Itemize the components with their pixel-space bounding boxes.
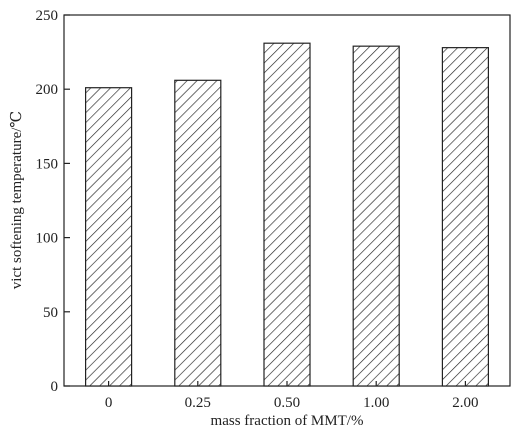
y-tick-label: 50 <box>43 305 58 321</box>
bar-0.50 <box>263 42 311 387</box>
y-axis-title: vict softening temperature/℃ <box>9 111 25 289</box>
bar-1.00 <box>352 45 400 387</box>
y-tick-label: 250 <box>36 8 59 24</box>
x-axis: 0 0.25 0.50 1.00 2.00 <box>105 381 479 411</box>
y-tick-label: 0 <box>51 379 59 395</box>
y-axis: 0 50 100 150 200 250 <box>36 8 70 395</box>
x-tick-label: 0.25 <box>185 395 211 411</box>
bar-0 <box>84 87 133 387</box>
x-tick-label: 1.00 <box>363 395 389 411</box>
bars-group <box>84 42 489 387</box>
x-tick-label: 0.50 <box>274 395 300 411</box>
x-tick-label: 2.00 <box>452 395 478 411</box>
bar-2.00 <box>441 47 489 387</box>
y-tick-label: 150 <box>36 156 59 172</box>
x-axis-title: mass fraction of MMT/% <box>211 413 364 429</box>
x-tick-label: 0 <box>105 395 113 411</box>
y-tick-label: 200 <box>36 82 59 98</box>
y-tick-label: 100 <box>36 231 59 247</box>
bar-0.25 <box>174 79 222 387</box>
